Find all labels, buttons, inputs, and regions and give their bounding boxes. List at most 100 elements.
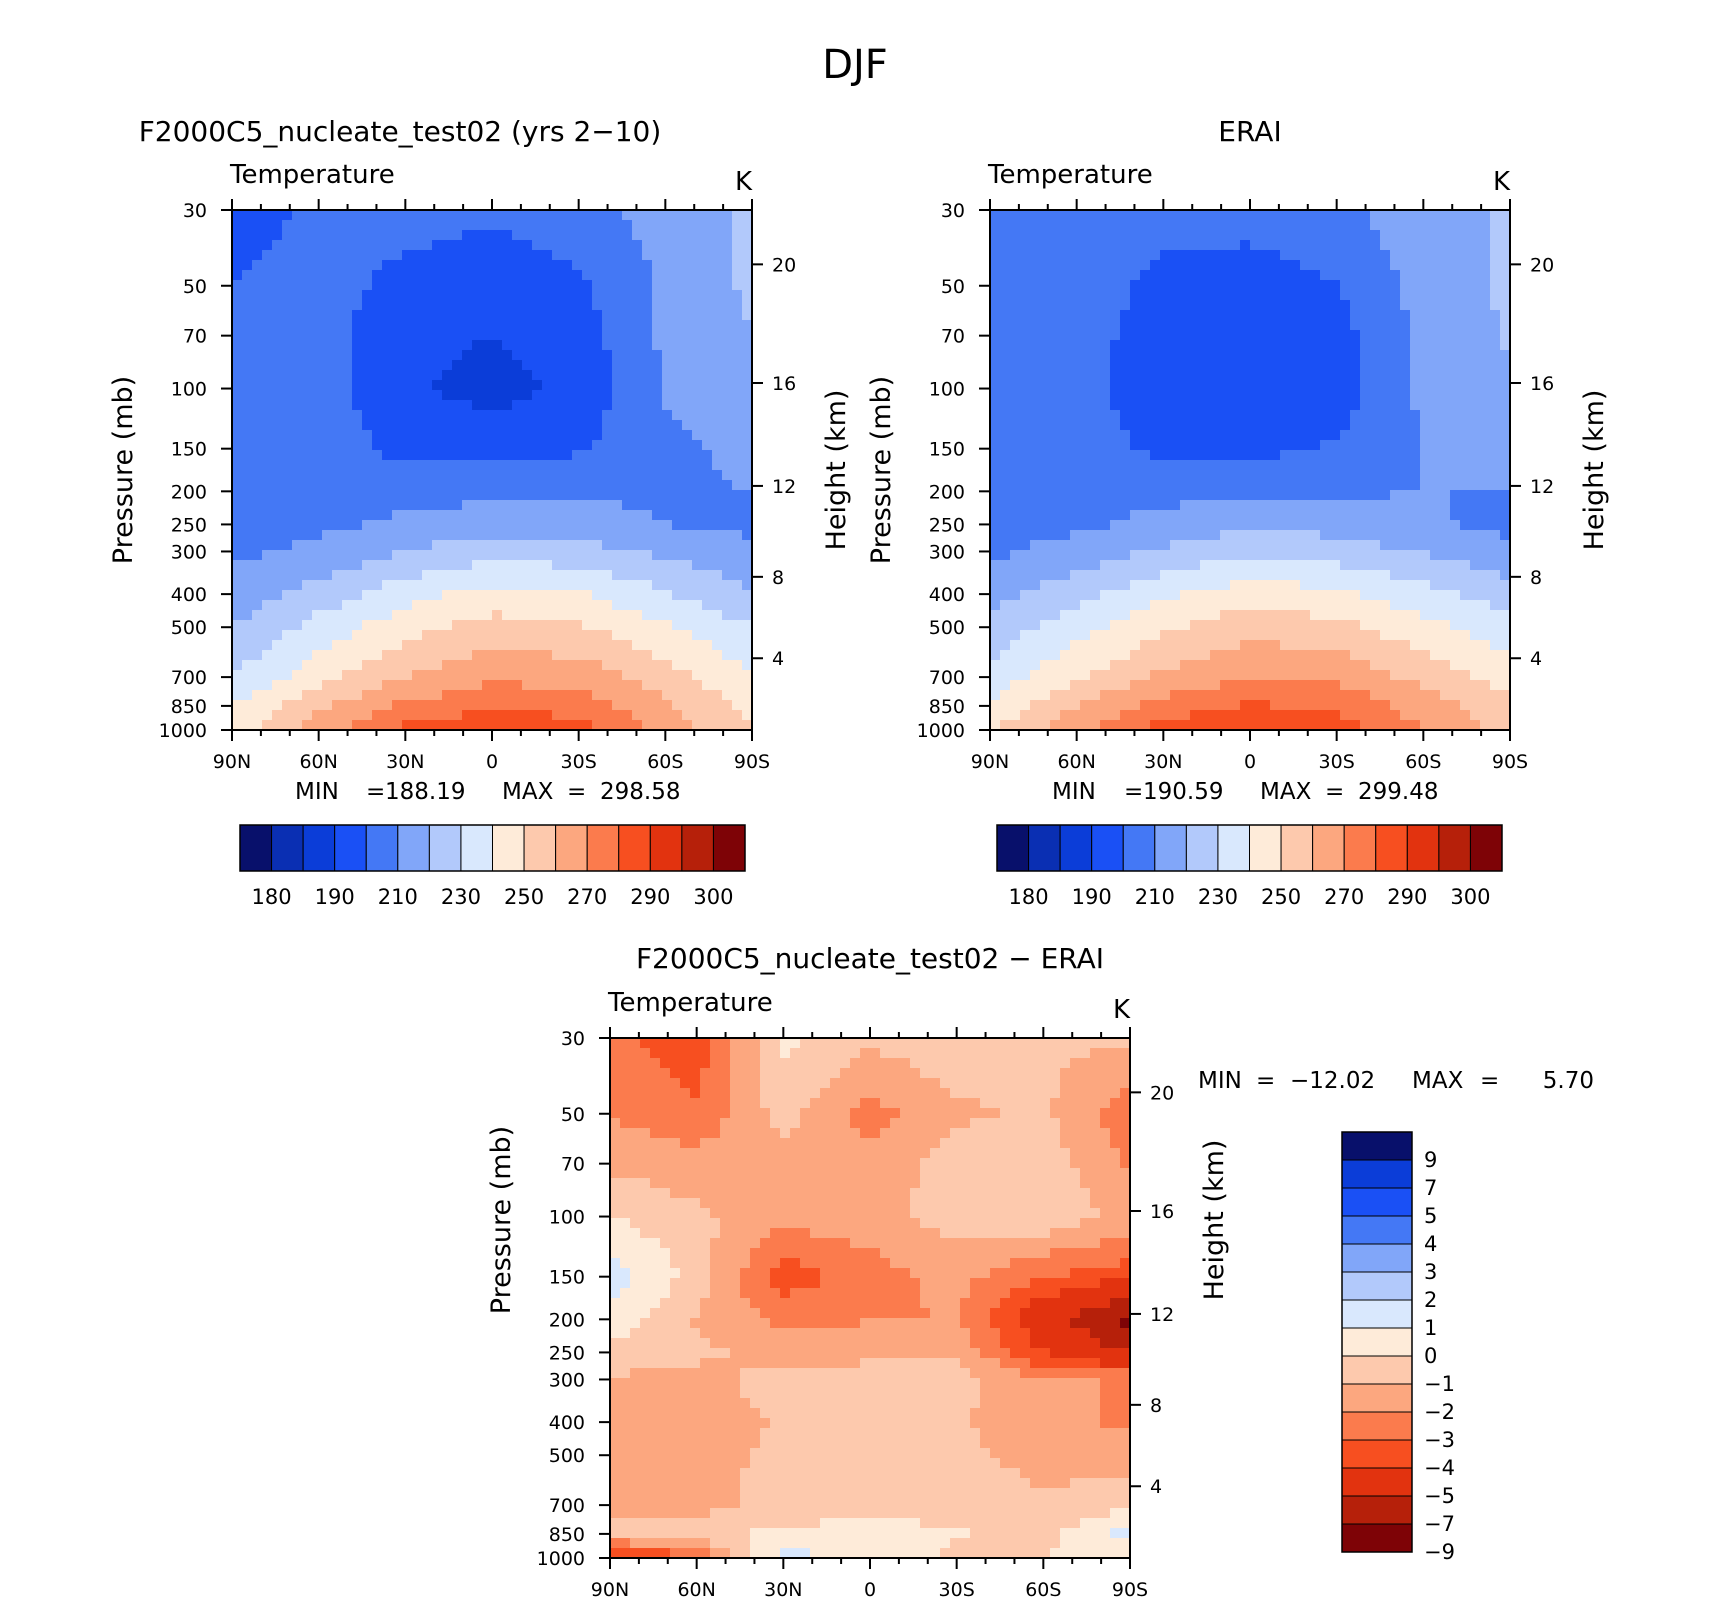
field-cell bbox=[1340, 220, 1351, 231]
field-cell bbox=[1310, 630, 1321, 641]
field-cell bbox=[1150, 260, 1161, 271]
field-cell bbox=[522, 660, 533, 671]
field-cell bbox=[302, 290, 313, 301]
field-cell bbox=[292, 310, 303, 321]
field-cell bbox=[462, 700, 473, 711]
field-cell bbox=[422, 460, 433, 471]
field-cell bbox=[322, 340, 333, 351]
field-cell bbox=[1000, 290, 1011, 301]
field-cell bbox=[362, 220, 373, 231]
field-cell bbox=[1240, 270, 1251, 281]
field-cell bbox=[232, 250, 243, 261]
field-cell bbox=[1100, 600, 1111, 611]
field-cell bbox=[582, 570, 593, 581]
field-cell bbox=[1250, 460, 1261, 471]
field-cell bbox=[1030, 290, 1041, 301]
field-cell bbox=[372, 550, 383, 561]
field-cell bbox=[592, 460, 603, 471]
field-cell bbox=[1140, 630, 1151, 641]
field-cell bbox=[472, 350, 483, 361]
field-cell bbox=[990, 330, 1001, 341]
field-cell bbox=[1260, 430, 1271, 441]
field-cell bbox=[292, 330, 303, 341]
field-cell bbox=[442, 620, 453, 631]
field-cell bbox=[392, 690, 403, 701]
field-cell bbox=[1170, 560, 1181, 571]
field-cell bbox=[1020, 390, 1031, 401]
field-cell bbox=[1020, 590, 1031, 601]
field-cell bbox=[1030, 280, 1041, 291]
field-cell bbox=[722, 420, 733, 431]
field-cell bbox=[1280, 340, 1291, 351]
field-cell bbox=[582, 210, 593, 221]
field-cell bbox=[1320, 530, 1331, 541]
field-cell bbox=[1220, 560, 1231, 571]
field-cell bbox=[622, 290, 633, 301]
field-cell bbox=[702, 460, 713, 471]
field-cell bbox=[292, 660, 303, 671]
field-cell bbox=[602, 470, 613, 481]
field-cell bbox=[542, 360, 553, 371]
field-cell bbox=[322, 640, 333, 651]
field-cell bbox=[1370, 450, 1381, 461]
field-cell bbox=[622, 370, 633, 381]
field-cell bbox=[612, 560, 623, 571]
field-cell bbox=[372, 590, 383, 601]
field-cell bbox=[1380, 650, 1391, 661]
field-cell bbox=[492, 560, 503, 571]
field-cell bbox=[362, 510, 373, 521]
field-cell bbox=[1020, 540, 1031, 551]
field-cell bbox=[362, 470, 373, 481]
field-cell bbox=[1060, 460, 1071, 471]
field-cell bbox=[652, 340, 663, 351]
field-cell bbox=[602, 410, 613, 421]
field-cell bbox=[522, 530, 533, 541]
field-cell bbox=[402, 620, 413, 631]
field-cell bbox=[1280, 470, 1291, 481]
field-cell bbox=[442, 480, 453, 491]
field-cell bbox=[1080, 330, 1091, 341]
field-cell bbox=[332, 360, 343, 371]
field-cell bbox=[1170, 720, 1181, 731]
field-cell bbox=[662, 470, 673, 481]
field-cell bbox=[432, 450, 443, 461]
field-cell bbox=[612, 450, 623, 461]
field-cell bbox=[1270, 470, 1281, 481]
field-cell bbox=[1400, 250, 1411, 261]
field-cell bbox=[652, 660, 663, 671]
field-cell bbox=[1040, 280, 1051, 291]
field-cell bbox=[232, 230, 243, 241]
field-cell bbox=[1140, 670, 1151, 681]
field-cell bbox=[732, 470, 743, 481]
field-cell bbox=[1270, 700, 1281, 711]
field-cell bbox=[652, 330, 663, 341]
field-cell bbox=[282, 460, 293, 471]
field-cell bbox=[292, 470, 303, 481]
field-cell bbox=[722, 240, 733, 251]
field-cell bbox=[1300, 660, 1311, 671]
field-cell bbox=[1360, 440, 1371, 451]
field-cell bbox=[742, 550, 753, 561]
field-cell bbox=[1060, 700, 1071, 711]
field-cell bbox=[1230, 710, 1241, 721]
field-cell bbox=[1190, 590, 1201, 601]
field-cell bbox=[342, 310, 353, 321]
field-cell bbox=[242, 590, 253, 601]
field-cell bbox=[562, 470, 573, 481]
field-cell bbox=[402, 680, 413, 691]
field-cell bbox=[1210, 210, 1221, 221]
field-cell bbox=[1360, 510, 1371, 521]
field-cell bbox=[1280, 300, 1291, 311]
field-cell bbox=[442, 450, 453, 461]
field-cell bbox=[702, 380, 713, 391]
field-cell bbox=[1130, 600, 1141, 611]
field-cell bbox=[522, 260, 533, 271]
field-cell bbox=[1260, 330, 1271, 341]
field-cell bbox=[1310, 250, 1321, 261]
field-cell bbox=[652, 270, 663, 281]
field-cell bbox=[742, 650, 753, 661]
field-cell bbox=[482, 450, 493, 461]
field-cell bbox=[1300, 210, 1311, 221]
field-cell bbox=[1200, 240, 1211, 251]
field-cell bbox=[232, 310, 243, 321]
